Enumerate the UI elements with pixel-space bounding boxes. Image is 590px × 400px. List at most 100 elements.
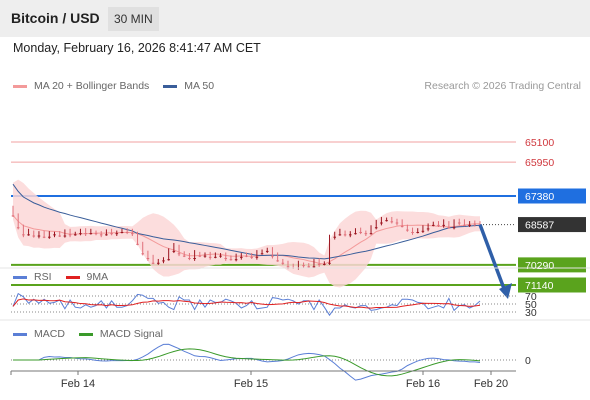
timeframe-badge[interactable]: 30 MIN	[108, 7, 159, 31]
current-price-tag	[518, 217, 586, 233]
candle-body	[276, 260, 279, 262]
level-label-70290: 70290	[525, 260, 554, 272]
candle-body	[146, 258, 150, 260]
candle-body	[172, 250, 176, 252]
level-label-67380: 67380	[525, 191, 554, 203]
candle-body	[42, 236, 46, 238]
candle	[473, 220, 477, 227]
candle	[156, 258, 160, 265]
candle-body	[338, 234, 342, 236]
candle	[463, 219, 466, 227]
candle	[125, 228, 129, 235]
x-tick-label: Feb 14	[61, 378, 95, 390]
price-legend: MA 20 + Bollinger Bands MA 50	[13, 80, 214, 92]
candle	[32, 230, 36, 238]
candle	[234, 253, 238, 262]
candle-body	[208, 256, 212, 258]
candle-body	[333, 236, 337, 238]
candle	[141, 241, 145, 256]
candle	[115, 230, 119, 237]
candle	[374, 219, 378, 230]
candle-body	[37, 235, 41, 237]
candle-body	[374, 227, 378, 229]
candle	[338, 228, 342, 236]
candle	[302, 262, 305, 268]
candle-body	[426, 228, 430, 230]
macd-legend: MACD MACD Signal	[13, 328, 163, 340]
candle-body	[125, 231, 129, 233]
rsi-line	[12, 292, 481, 317]
candle-body	[390, 221, 394, 223]
candle-body	[437, 224, 440, 226]
candle	[68, 228, 72, 238]
candle	[136, 231, 139, 246]
candle-body	[442, 224, 445, 226]
candle-body	[432, 224, 435, 226]
candle-body	[385, 220, 388, 222]
candle-body	[182, 255, 186, 257]
candle-body	[328, 262, 331, 264]
candle-body	[73, 234, 77, 236]
candle-body	[457, 222, 461, 224]
bollinger-band-fill	[13, 179, 480, 288]
candle-body	[224, 258, 228, 260]
candle-body	[53, 234, 56, 236]
candle-body	[265, 250, 269, 252]
macd-swatch	[13, 332, 27, 336]
candle-body	[48, 236, 51, 238]
candle-body	[286, 266, 290, 268]
candle	[250, 253, 253, 259]
ma50-swatch	[163, 84, 178, 88]
rsi-ma-line	[12, 298, 481, 309]
candle	[79, 228, 82, 236]
candle-body	[63, 235, 67, 237]
candle-body	[364, 233, 368, 235]
candle	[307, 263, 311, 268]
candle	[105, 229, 108, 236]
candle-body	[400, 226, 404, 228]
candle-body	[131, 233, 134, 235]
candle	[167, 248, 170, 261]
rsi-legend: RSI 9MA	[13, 271, 108, 283]
candle	[58, 231, 61, 237]
candle	[208, 251, 212, 260]
candle-body	[11, 215, 15, 217]
candle	[447, 221, 451, 229]
candle-body	[79, 233, 82, 235]
candle	[22, 224, 25, 238]
candle	[203, 252, 207, 258]
candle-body	[141, 253, 145, 255]
candle-body	[115, 233, 119, 235]
candle	[146, 250, 150, 261]
candle	[27, 228, 30, 236]
candle	[426, 223, 430, 232]
rsi-legend-label: RSI	[34, 271, 52, 283]
candle	[219, 253, 222, 258]
candle	[229, 255, 233, 261]
candle	[333, 231, 337, 240]
candle-body	[468, 224, 471, 226]
candle	[99, 231, 103, 238]
candle-body	[317, 263, 321, 265]
rsi-ma-legend-label: 9MA	[86, 271, 109, 283]
candle-body	[27, 234, 30, 236]
macd-legend-label: MACD	[34, 328, 65, 340]
candle	[442, 219, 445, 228]
candle	[16, 213, 20, 230]
candle	[343, 230, 347, 237]
candle	[240, 253, 243, 260]
candle	[312, 258, 316, 269]
candle	[400, 219, 404, 228]
candle	[182, 251, 186, 258]
candle-body	[162, 260, 165, 262]
candle	[94, 230, 98, 236]
candle	[385, 217, 388, 222]
candle-body	[214, 256, 217, 258]
candle-body	[32, 235, 36, 237]
candle	[255, 250, 259, 260]
rsi-level-label: 30	[525, 307, 537, 319]
candle	[468, 221, 471, 228]
rsi-swatch	[13, 275, 27, 279]
candle	[452, 219, 456, 230]
chart-header: Bitcoin / USD 30 MIN	[0, 0, 590, 37]
